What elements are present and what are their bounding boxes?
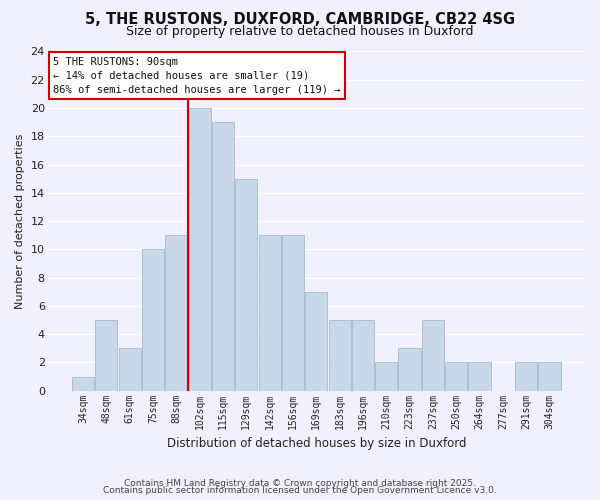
Bar <box>142 250 164 390</box>
Text: 5 THE RUSTONS: 90sqm
← 14% of detached houses are smaller (19)
86% of semi-detac: 5 THE RUSTONS: 90sqm ← 14% of detached h… <box>53 56 340 94</box>
Text: Contains HM Land Registry data © Crown copyright and database right 2025.: Contains HM Land Registry data © Crown c… <box>124 478 476 488</box>
Bar <box>375 362 397 390</box>
Bar <box>282 235 304 390</box>
Bar <box>469 362 491 390</box>
Text: Contains public sector information licensed under the Open Government Licence v3: Contains public sector information licen… <box>103 486 497 495</box>
Bar <box>235 178 257 390</box>
Bar <box>329 320 350 390</box>
Bar <box>398 348 421 391</box>
Bar <box>515 362 537 390</box>
Bar <box>119 348 141 391</box>
X-axis label: Distribution of detached houses by size in Duxford: Distribution of detached houses by size … <box>167 437 466 450</box>
Bar <box>445 362 467 390</box>
Bar <box>165 235 187 390</box>
Bar <box>538 362 560 390</box>
Bar <box>305 292 328 390</box>
Y-axis label: Number of detached properties: Number of detached properties <box>15 134 25 309</box>
Bar <box>352 320 374 390</box>
Bar <box>212 122 234 390</box>
Bar <box>259 235 281 390</box>
Bar <box>188 108 211 391</box>
Text: Size of property relative to detached houses in Duxford: Size of property relative to detached ho… <box>126 25 474 38</box>
Bar <box>72 376 94 390</box>
Bar <box>95 320 118 390</box>
Text: 5, THE RUSTONS, DUXFORD, CAMBRIDGE, CB22 4SG: 5, THE RUSTONS, DUXFORD, CAMBRIDGE, CB22… <box>85 12 515 28</box>
Bar <box>422 320 444 390</box>
